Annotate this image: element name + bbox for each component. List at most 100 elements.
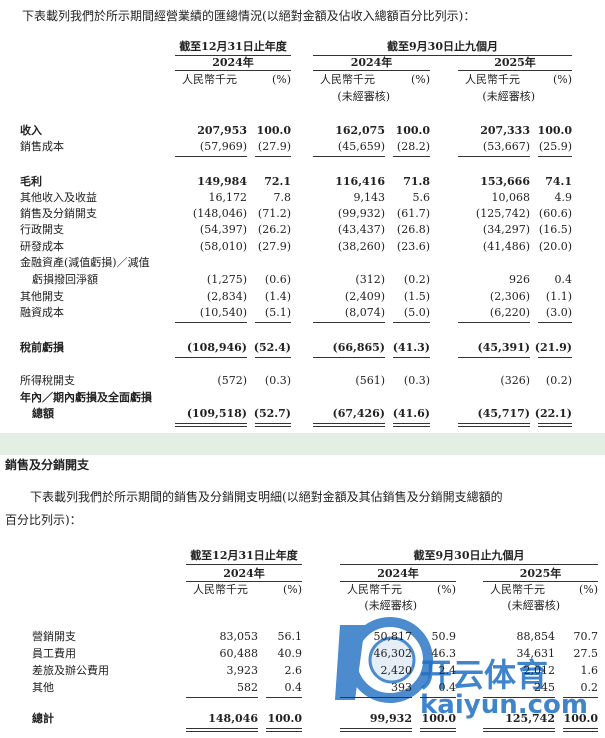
cell: (1.5) — [403, 290, 430, 303]
cell: 116,416 — [335, 175, 385, 188]
watermark-url: kaiyun.com — [420, 690, 588, 720]
cell: 4.9 — [554, 191, 573, 204]
cell: (45,391) — [477, 341, 530, 354]
rule — [313, 426, 385, 427]
cell: 245 — [534, 681, 555, 694]
cell: 100.0 — [267, 712, 302, 725]
rule — [393, 156, 430, 157]
cell: (2,834) — [206, 290, 247, 303]
cell: (27.9) — [257, 140, 291, 153]
cell: 3,923 — [226, 664, 259, 677]
rule — [483, 697, 555, 698]
cell: 100.0 — [421, 712, 456, 725]
rule — [255, 322, 291, 323]
rule — [175, 156, 247, 157]
cell: (148,046) — [192, 207, 247, 220]
cell: (53,667) — [482, 140, 530, 153]
cell: 100.0 — [563, 712, 598, 725]
cell: 149,984 — [197, 175, 247, 188]
cell: 0.4 — [284, 681, 303, 694]
cell: (67,426) — [332, 407, 385, 420]
cell: (41.3) — [392, 341, 430, 354]
rule — [538, 322, 572, 323]
cell: 0.4 — [438, 681, 457, 694]
header-year: 2025年 — [519, 567, 562, 580]
header-note: (未經審核) — [507, 599, 560, 612]
header-unit: 人民幣千元 — [182, 73, 237, 86]
row-label: 總額 — [32, 407, 54, 420]
cell: (22.1) — [534, 407, 572, 420]
rule — [340, 697, 412, 698]
cell: (326) — [500, 374, 530, 387]
row-label: 毛利 — [20, 175, 42, 188]
row-label: 融資成本 — [20, 306, 64, 319]
cell: 40.9 — [277, 647, 303, 660]
cell: 10,068 — [491, 191, 531, 204]
cell: 70.7 — [573, 630, 599, 643]
paragraph-line: 下表載列我們於所示期間的銷售及分銷開支明細(以絕對金額及其佔銷售及分銷開支總額的 — [30, 490, 503, 504]
rule — [340, 731, 412, 732]
cell: (109,518) — [186, 407, 247, 420]
header-unit: (%) — [578, 583, 598, 596]
rule — [255, 156, 291, 157]
cell: (26.2) — [257, 223, 291, 236]
header-period: 截至9月30日止九個月 — [413, 549, 525, 562]
row-label: 其他收入及收益 — [20, 191, 97, 204]
cell: (25.9) — [538, 140, 572, 153]
cell: 926 — [509, 273, 530, 286]
cell: 56.1 — [277, 630, 303, 643]
cell: 2.6 — [284, 664, 303, 677]
row-label: 差旅及辦公費用 — [32, 664, 109, 677]
cell: (8,074) — [344, 306, 385, 319]
rule — [393, 357, 430, 358]
rule — [458, 426, 530, 427]
cell: (108,946) — [186, 341, 247, 354]
cell: 71.8 — [403, 175, 430, 188]
header-year: 2024年 — [212, 56, 254, 69]
rule — [186, 581, 302, 582]
rule — [563, 731, 598, 732]
row-label: 營銷開支 — [32, 630, 76, 643]
cell: 83,053 — [219, 630, 259, 643]
cell: (26.8) — [396, 223, 430, 236]
header-note: (未經審核) — [482, 90, 535, 103]
row-label: 收入 — [20, 124, 42, 137]
row-label: 研發成本 — [20, 240, 64, 253]
rule — [538, 423, 572, 424]
cell: (20.0) — [538, 240, 572, 253]
header-period: 截至9月30日止九個月 — [387, 40, 498, 53]
rule — [483, 731, 555, 732]
cell: (0.3) — [264, 374, 291, 387]
cell: (2,306) — [489, 290, 530, 303]
cell: 46,302 — [373, 647, 413, 660]
rule — [420, 697, 456, 698]
row-label: 金融資產(減值虧損)／減值 — [20, 256, 150, 269]
cell: (57,969) — [199, 140, 247, 153]
cell: (125,742) — [475, 207, 530, 220]
cell: 125,742 — [505, 712, 555, 725]
cell: 50.9 — [431, 630, 457, 643]
rule — [175, 322, 247, 323]
row-label: 行政開支 — [20, 223, 64, 236]
cell: 207,333 — [480, 124, 530, 137]
rule — [313, 70, 430, 71]
cell: 582 — [237, 681, 258, 694]
rule — [340, 728, 412, 729]
header-unit: (%) — [436, 583, 456, 596]
cell: 60,488 — [219, 647, 259, 660]
rule — [483, 728, 555, 729]
cell: 207,953 — [197, 124, 247, 137]
header-unit: (%) — [271, 73, 291, 86]
rule — [186, 728, 258, 729]
cell: (28.2) — [396, 140, 430, 153]
row-label: 銷售成本 — [20, 140, 64, 153]
cell: (16.5) — [538, 223, 572, 236]
cell: (61.7) — [396, 207, 430, 220]
header-unit: 人民幣千元 — [465, 73, 520, 86]
cell: 100.0 — [537, 124, 572, 137]
header-unit: (%) — [552, 73, 572, 86]
cell: (0.2) — [403, 273, 430, 286]
rule — [393, 322, 430, 323]
cell: 153,666 — [480, 175, 530, 188]
